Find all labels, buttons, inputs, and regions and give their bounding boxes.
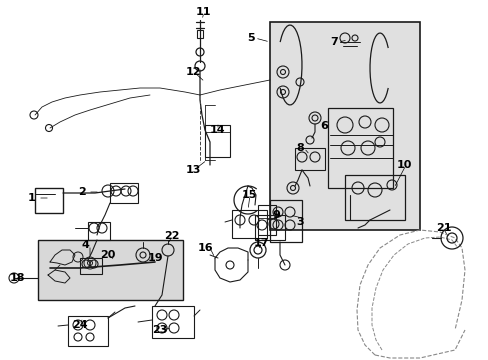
Bar <box>38 240 183 300</box>
Text: 9: 9 <box>271 210 279 220</box>
Text: 15: 15 <box>242 190 257 200</box>
Text: 23: 23 <box>152 325 167 335</box>
Text: 3: 3 <box>295 217 303 227</box>
Text: 4: 4 <box>82 240 90 250</box>
Text: 19: 19 <box>148 253 163 263</box>
Text: 13: 13 <box>185 165 201 175</box>
Text: 12: 12 <box>185 67 201 77</box>
Bar <box>254 215 285 240</box>
Text: 20: 20 <box>100 250 115 260</box>
Bar <box>294 148 325 170</box>
Bar <box>110 183 138 203</box>
Bar <box>269 200 302 242</box>
Text: 18: 18 <box>10 273 25 283</box>
Text: 11: 11 <box>196 7 211 17</box>
Bar <box>152 306 194 338</box>
Bar <box>345 175 404 220</box>
Bar <box>204 125 229 157</box>
Bar <box>258 205 275 235</box>
Text: 6: 6 <box>319 121 327 131</box>
Bar <box>327 108 392 188</box>
Text: 7: 7 <box>329 37 337 47</box>
Bar <box>197 30 203 38</box>
Bar <box>68 316 108 346</box>
Text: 2: 2 <box>78 187 85 197</box>
Bar <box>35 188 63 213</box>
Text: 17: 17 <box>253 238 269 248</box>
Text: 5: 5 <box>247 33 254 43</box>
Text: 14: 14 <box>209 125 225 135</box>
Text: 16: 16 <box>197 243 213 253</box>
Text: 8: 8 <box>296 143 304 153</box>
Bar <box>80 258 102 274</box>
Text: 22: 22 <box>163 231 179 241</box>
Bar <box>88 222 110 240</box>
Text: 10: 10 <box>396 160 411 170</box>
Bar <box>269 22 419 230</box>
Bar <box>231 210 266 238</box>
Text: 1: 1 <box>27 193 35 203</box>
Text: 21: 21 <box>435 223 450 233</box>
Text: 24: 24 <box>72 320 87 330</box>
